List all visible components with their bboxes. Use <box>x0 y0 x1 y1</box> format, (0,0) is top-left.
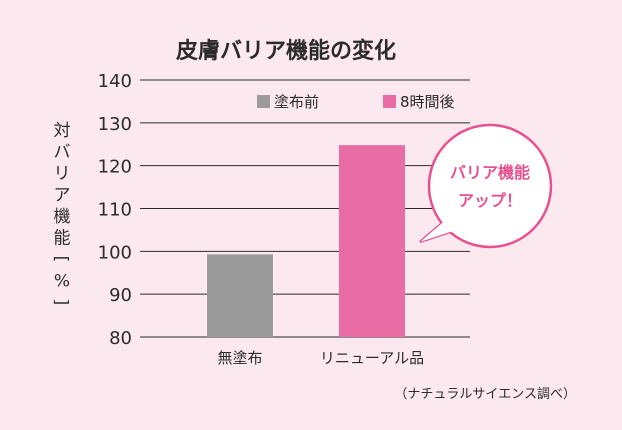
category-labels: 無塗布 リニューアル品 <box>217 349 424 367</box>
y-axis-label-char: 機 <box>54 207 71 227</box>
legend-swatch <box>383 95 396 108</box>
y-axis-label-char: % <box>54 272 70 292</box>
y-tick-label: 130 <box>98 114 132 135</box>
y-axis-label-char: 能 <box>54 229 71 249</box>
y-tick-label: 110 <box>98 200 132 221</box>
bars <box>207 145 405 337</box>
y-tick-label: 90 <box>109 285 132 306</box>
y-axis-label-char: ア <box>54 186 71 206</box>
source-note: （ナチュラルサイエンス調べ） <box>394 387 576 402</box>
gridlines <box>140 79 470 338</box>
legend: 塗布前 8時間後 <box>257 93 455 111</box>
chart-title: 皮膚バリア機能の変化 <box>176 38 396 64</box>
y-tick-label: 140 <box>98 71 132 92</box>
category-label: リニューアル品 <box>320 349 424 367</box>
callout-line-2: アップ！ <box>458 191 522 210</box>
y-axis-label-char: 対 <box>54 121 71 141</box>
y-tick-label: 80 <box>109 328 132 349</box>
category-label: 無塗布 <box>217 349 262 367</box>
y-tick-label: 100 <box>98 242 132 263</box>
callout: バリア機能 アップ！ <box>419 123 553 249</box>
bar <box>207 254 273 337</box>
legend-label: 8時間後 <box>400 93 455 111</box>
y-tick-label: 120 <box>98 157 132 178</box>
legend-swatch <box>257 95 270 108</box>
y-tick-labels: 80 90 100 110 120 130 140 <box>98 71 132 349</box>
bar <box>339 145 405 337</box>
callout-bubble <box>427 123 553 249</box>
legend-label: 塗布前 <box>274 93 319 111</box>
y-axis-label-char: ] <box>51 299 71 306</box>
y-axis-label-char: バ <box>54 143 71 163</box>
callout-line-1: バリア機能 <box>450 163 530 182</box>
y-axis-label-char: リ <box>54 164 71 184</box>
y-axis-label-char: [ <box>51 256 71 263</box>
